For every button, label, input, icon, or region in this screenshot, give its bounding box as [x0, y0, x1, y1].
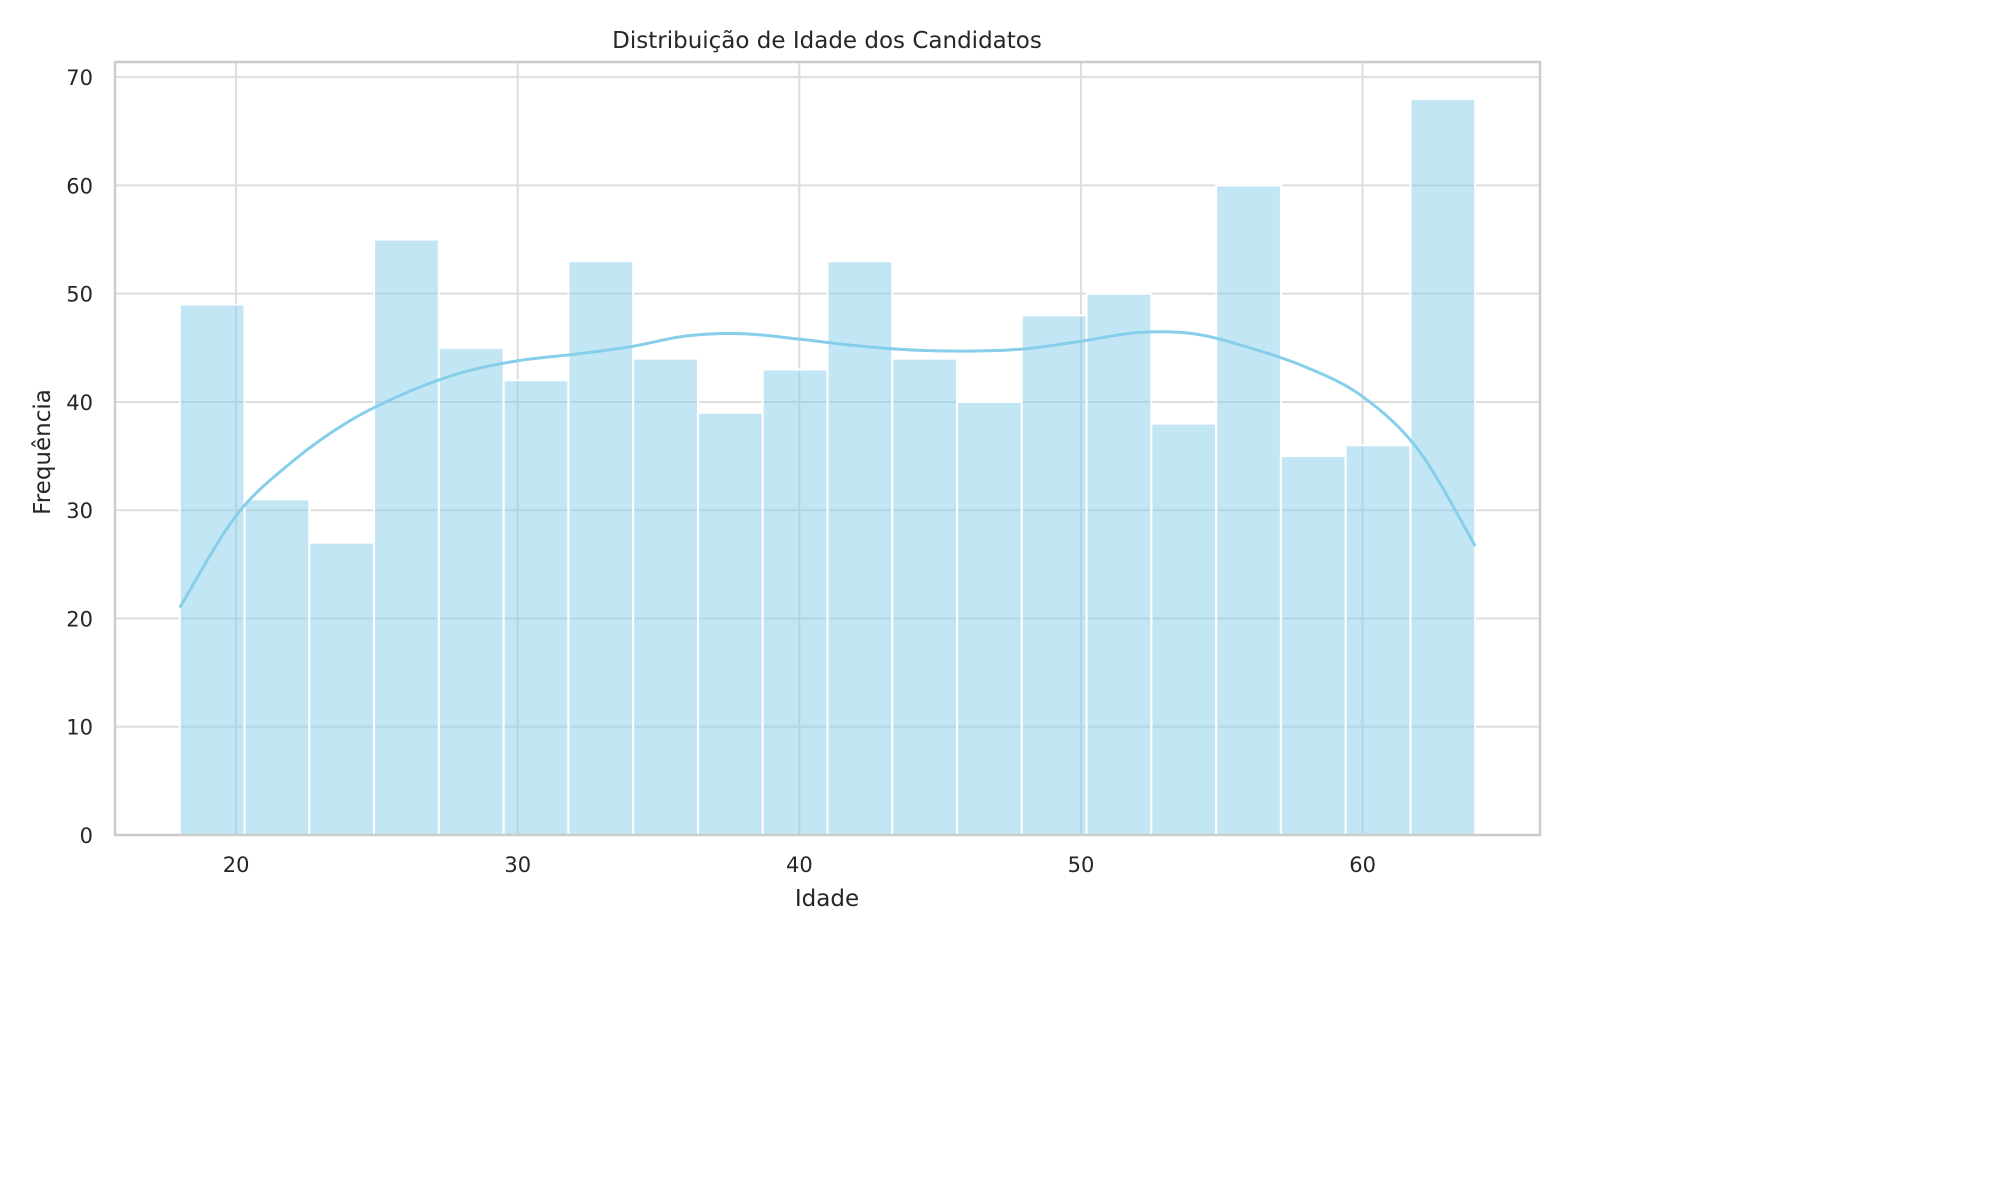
x-tick-label: 50: [1068, 853, 1095, 877]
histogram-bar: [956, 400, 1023, 836]
kde-line: [178, 330, 1477, 609]
y-tick-label: 60: [66, 174, 93, 198]
histogram-bar: [891, 357, 959, 836]
y-axis-label: Frequência: [30, 389, 56, 515]
y-tick-label: 0: [80, 824, 93, 848]
histogram-bar: [1409, 97, 1477, 837]
histogram-bar: [1279, 455, 1347, 836]
histogram-bar: [1344, 444, 1412, 836]
chart-svg: 20 30 40 50 60 0 10 20 30 40 50 60 70 Distribuição …: [30, 28, 1542, 912]
plot-frame: [113, 60, 1542, 837]
y-tick-label: 30: [66, 499, 93, 523]
x-tick-label: 40: [786, 853, 813, 877]
histogram-bar: [1085, 292, 1153, 836]
histogram-bar: [243, 498, 311, 836]
x-tick-label: 60: [1349, 853, 1376, 877]
histogram-bar: [1215, 184, 1282, 836]
histogram-bar: [696, 411, 764, 836]
histogram-bars: [178, 97, 1477, 837]
histogram-bar: [437, 346, 505, 836]
y-tick-label: 50: [66, 283, 93, 307]
y-tick-label: 10: [66, 716, 93, 740]
x-tick-labels: 20 30 40 50 60: [223, 853, 1376, 877]
histogram-bar: [502, 379, 570, 836]
kde-curve-group: [178, 330, 1477, 609]
y-tick-labels: 0 10 20 30 40 50 60 70: [66, 66, 93, 848]
histogram-chart: 20 30 40 50 60 0 10 20 30 40 50 60 70 Distribuição …: [30, 28, 1542, 912]
x-axis-label: Idade: [795, 886, 859, 912]
histogram-bar: [178, 303, 246, 836]
y-tick-label: 70: [66, 66, 93, 90]
y-tick-label: 20: [66, 607, 93, 631]
y-tick-label: 40: [66, 391, 93, 415]
histogram-bar: [1150, 422, 1218, 836]
x-tick-label: 20: [223, 853, 250, 877]
histogram-bar: [1020, 314, 1088, 836]
chart-title: Distribuição de Idade dos Candidatos: [612, 28, 1042, 54]
x-tick-label: 30: [504, 853, 531, 877]
histogram-bar: [308, 541, 376, 836]
histogram-bar: [373, 238, 440, 836]
histogram-bar: [761, 368, 829, 836]
histogram-bar: [632, 357, 699, 836]
